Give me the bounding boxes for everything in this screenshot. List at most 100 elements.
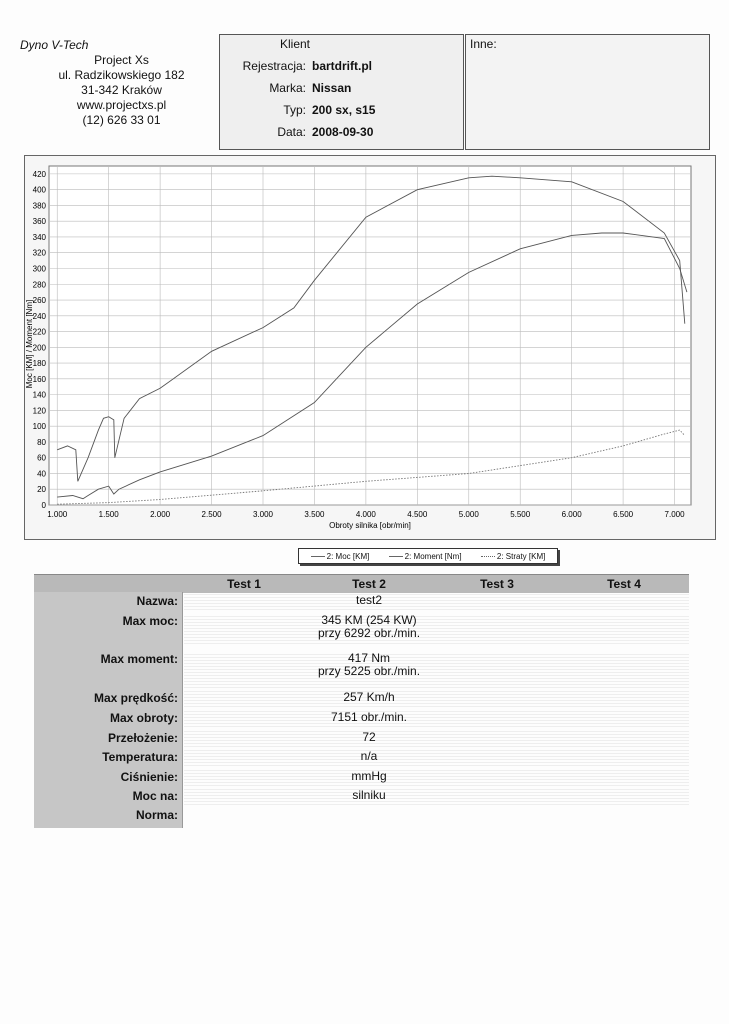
client-value: 200 sx, s15	[312, 103, 376, 117]
row-value: 417 Nm	[347, 651, 391, 665]
y-tick-label: 40	[37, 469, 46, 478]
legend-item: 2: Moment [Nm]	[388, 551, 462, 561]
y-tick-label: 80	[37, 438, 46, 447]
plot-area	[48, 165, 692, 506]
company-block: Dyno V-Tech Project Xs ul. Radzikowskieg…	[20, 38, 195, 128]
x-tick-label: 2.500	[202, 510, 223, 519]
row-label: Moc na:	[132, 789, 178, 803]
y-tick-label: 0	[42, 501, 47, 510]
table-row: Nazwa: test2	[34, 594, 689, 610]
client-value: 2008-09-30	[312, 125, 374, 139]
row-value: 345 KM (254 KW)	[321, 613, 417, 627]
row-value-secondary: przy 5225 obr./min.	[317, 664, 421, 678]
company-line: Project Xs	[94, 53, 149, 67]
legend-label: 2: Moc [KM]	[326, 551, 370, 561]
chart-legend: 2: Moc [KM] 2: Moment [Nm] 2: Straty [KM…	[298, 548, 558, 564]
company-line: ul. Radzikowskiego 182	[58, 68, 185, 82]
y-tick-label: 120	[33, 406, 47, 415]
legend-item: 2: Moc [KM]	[310, 551, 370, 561]
company-line: (12) 626 33 01	[82, 113, 161, 127]
client-label: Data:	[277, 125, 306, 139]
results-header: Test 1 Test 2 Test 3 Test 4	[34, 574, 689, 593]
company-brand: Dyno V-Tech	[20, 38, 89, 52]
y-tick-label: 220	[33, 328, 47, 337]
client-row: Typ: 200 sx, s15	[220, 103, 463, 121]
y-tick-label: 360	[33, 217, 47, 226]
notes-label: Inne:	[470, 37, 497, 51]
client-label: Marka:	[269, 81, 306, 95]
y-tick-label: 100	[33, 422, 47, 431]
y-tick-label: 380	[33, 201, 47, 210]
row-value: silniku	[352, 788, 386, 802]
row-value: 72	[362, 730, 376, 744]
table-row: Max moc: 345 KM (254 KW) przy 6292 obr./…	[34, 614, 689, 644]
notes-box: Inne:	[465, 34, 710, 150]
test-header: Test 3	[480, 577, 514, 591]
y-tick-label: 300	[33, 264, 47, 273]
y-tick-label: 420	[33, 170, 47, 179]
x-tick-label: 2.000	[150, 510, 171, 519]
x-tick-label: 3.000	[253, 510, 274, 519]
results-table: Test 1 Test 2 Test 3 Test 4 Nazwa: test2…	[34, 574, 689, 828]
y-tick-label: 240	[33, 312, 47, 321]
y-tick-label: 160	[33, 375, 47, 384]
row-value-secondary: przy 6292 obr./min.	[317, 626, 421, 640]
table-row: Przełożenie: 72	[34, 731, 689, 747]
x-tick-label: 5.500	[510, 510, 531, 519]
row-label: Norma:	[135, 808, 178, 822]
x-tick-label: 1.500	[99, 510, 120, 519]
dyno-chart-svg: 0 20 40 60 80 100 120 140 160 180 200 220 240 260 280 3…	[25, 165, 692, 530]
row-label: Nazwa:	[136, 594, 178, 608]
y-tick-label: 20	[37, 485, 46, 494]
client-header: Klient	[279, 37, 311, 51]
x-tick-label: 4.000	[356, 510, 377, 519]
x-tick-label: 6.000	[562, 510, 583, 519]
table-row: Max obroty: 7151 obr./min.	[34, 711, 689, 727]
series-line	[57, 232, 688, 500]
row-label: Max moc:	[122, 614, 178, 628]
table-row: Ciśnienie: mmHg	[34, 770, 689, 786]
x-axis-label: Obroty silnika [obr/min]	[329, 521, 411, 530]
client-label: Rejestracja:	[242, 59, 306, 73]
client-row: Data: 2008-09-30	[220, 125, 463, 143]
row-value: test2	[355, 593, 382, 607]
legend-label: 2: Moment [Nm]	[404, 551, 462, 561]
row-label: Max prędkość:	[93, 691, 178, 705]
y-tick-label: 320	[33, 249, 47, 258]
client-label: Typ:	[283, 103, 306, 117]
x-tick-label: 5.000	[459, 510, 480, 519]
table-row: Temperatura: n/a	[34, 750, 689, 766]
row-value: n/a	[360, 749, 378, 763]
company-line: www.projectxs.pl	[76, 98, 167, 112]
legend-item: 2: Straty [KM]	[480, 551, 546, 561]
y-tick-label: 180	[33, 359, 47, 368]
x-tick-label: 1.000	[47, 510, 68, 519]
client-row: Marka: Nissan	[220, 81, 463, 99]
row-label: Przełożenie:	[107, 731, 178, 745]
y-tick-label: 280	[33, 280, 47, 289]
row-value: mmHg	[351, 769, 387, 783]
x-tick-label: 7.000	[665, 510, 686, 519]
series-line	[57, 175, 686, 482]
row-label: Max obroty:	[109, 711, 178, 725]
test-header: Test 1	[227, 577, 261, 591]
test-header: Test 2	[352, 577, 386, 591]
row-label: Temperatura:	[102, 750, 178, 764]
row-value: 257 Km/h	[343, 690, 395, 704]
row-label: Ciśnienie:	[120, 770, 178, 784]
legend-label: 2: Straty [KM]	[496, 551, 546, 561]
client-box: Klient Rejestracja: bartdrift.pl Marka: …	[219, 34, 464, 150]
company-line: 31-342 Kraków	[81, 83, 162, 97]
client-value: bartdrift.pl	[312, 59, 372, 73]
y-tick-label: 260	[33, 296, 47, 305]
client-value: Nissan	[312, 81, 352, 95]
x-tick-label: 4.500	[407, 510, 428, 519]
y-tick-label: 340	[33, 233, 47, 242]
row-label: Max moment:	[100, 652, 178, 666]
y-tick-label: 200	[33, 343, 47, 352]
label-column	[34, 592, 183, 828]
y-tick-label: 60	[37, 454, 46, 463]
dyno-chart: 0 20 40 60 80 100 120 140 160 180 200 220 240 260 280 3…	[24, 155, 716, 540]
x-tick-label: 3.500	[304, 510, 325, 519]
client-row: Rejestracja: bartdrift.pl	[220, 59, 463, 77]
